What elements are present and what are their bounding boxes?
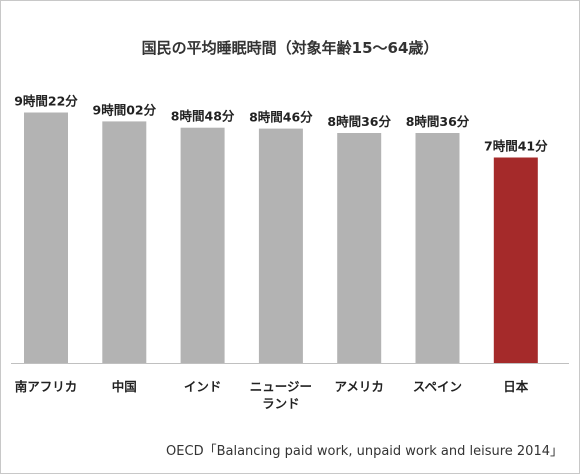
category-label-3-line-1: ランド [262, 396, 300, 411]
category-label-3-line-0: ニュージー [250, 379, 312, 394]
category-label-0: 南アフリカ [15, 379, 78, 394]
bar-value-label-2: 8時間48分 [171, 109, 235, 124]
bar-3 [258, 128, 303, 363]
source-citation: OECD「Balancing paid work, unpaid work an… [166, 444, 563, 459]
category-label-6: 日本 [503, 379, 529, 394]
chart-title: 国民の平均睡眠時間（対象年齢15〜64歳） [141, 39, 439, 57]
category-label-5: スペイン [413, 379, 462, 394]
bar-0 [24, 112, 68, 363]
bar-value-label-3: 8時間46分 [249, 110, 313, 125]
bar-2 [180, 127, 225, 363]
bar-4 [337, 133, 382, 363]
bar-6 [493, 157, 538, 363]
category-label-1: 中国 [112, 379, 137, 394]
bar-1 [102, 121, 147, 364]
bar-value-label-4: 8時間36分 [327, 114, 391, 129]
bar-value-label-6: 7時間41分 [484, 139, 548, 154]
bar-value-label-0: 9時間22分 [14, 94, 78, 109]
bar-value-label-5: 8時間36分 [406, 114, 470, 129]
bar-5 [415, 133, 460, 363]
category-label-4: アメリカ [335, 379, 384, 394]
category-label-2: インド [184, 379, 222, 394]
bar-value-label-1: 9時間02分 [93, 102, 157, 117]
